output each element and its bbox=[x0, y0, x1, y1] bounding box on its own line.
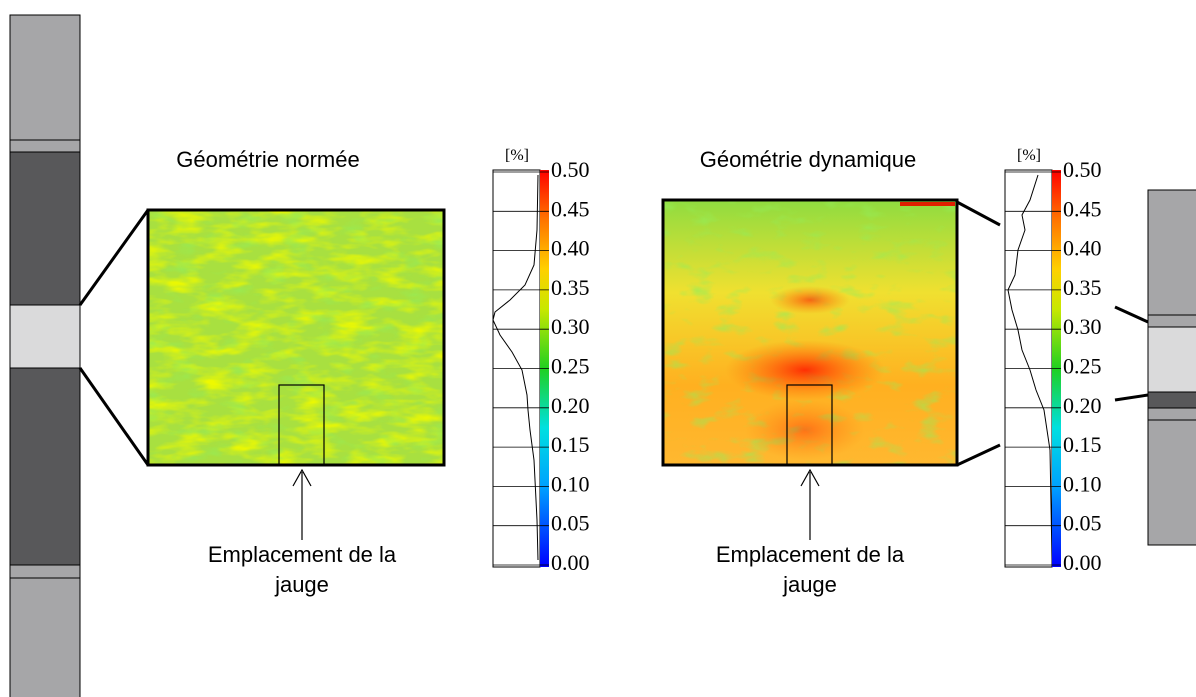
colorbar-tick-label: 0.05 bbox=[551, 511, 590, 536]
gauge-box bbox=[278, 384, 325, 466]
colorbar-tick-label: 0.40 bbox=[1063, 236, 1102, 261]
colorbar-tick-label: 0.00 bbox=[1063, 550, 1102, 575]
gauge-box bbox=[786, 384, 833, 466]
colorbar-tick-label: 0.05 bbox=[1063, 511, 1102, 536]
colorbar-tick-label: 0.40 bbox=[551, 236, 590, 261]
colorbar-tick-label: 0.15 bbox=[1063, 432, 1102, 457]
colorbar-tick-label: 0.10 bbox=[551, 471, 590, 496]
colorbar-tick-label: 0.30 bbox=[551, 314, 590, 339]
colorbar-tick-label: 0.00 bbox=[551, 550, 590, 575]
annotation: jauge bbox=[274, 572, 329, 597]
colorbar-tick-label: 0.10 bbox=[1063, 471, 1102, 496]
strain-map-1 bbox=[146, 208, 446, 467]
colorbar-tick-label: 0.45 bbox=[1063, 196, 1102, 221]
colorbar-tick-label: 0.50 bbox=[1063, 157, 1102, 182]
gauge-arrow-head bbox=[292, 468, 312, 487]
distribution-curve bbox=[492, 174, 539, 561]
colorbar-tick-label: 0.45 bbox=[551, 196, 590, 221]
colorbar-tick-label: 0.20 bbox=[1063, 393, 1102, 418]
colorbar-tick-label: 0.35 bbox=[551, 275, 590, 300]
annotation: Emplacement de la bbox=[208, 542, 397, 567]
annotation: jauge bbox=[782, 572, 837, 597]
annotation: Emplacement de la bbox=[716, 542, 905, 567]
panel-title: Géométrie dynamique bbox=[700, 147, 916, 172]
zoom-lines-right bbox=[956, 200, 1149, 467]
colorbar-unit: [%] bbox=[1017, 147, 1041, 164]
specimen-left bbox=[9, 14, 81, 697]
colorbar-tick-label: 0.50 bbox=[551, 157, 590, 182]
panel-title: Géométrie normée bbox=[176, 147, 359, 172]
colorbar-tick-label: 0.20 bbox=[551, 393, 590, 418]
specimen-right bbox=[1147, 189, 1196, 546]
gauge-arrow-head bbox=[800, 468, 820, 487]
colorbar-tick-label: 0.35 bbox=[1063, 275, 1102, 300]
colorbar-unit: [%] bbox=[505, 147, 529, 164]
colorbar-tick-label: 0.30 bbox=[1063, 314, 1102, 339]
zoom-lines-left bbox=[78, 209, 150, 466]
strain-map-2 bbox=[661, 198, 959, 467]
colorbar-tick-label: 0.15 bbox=[551, 432, 590, 457]
colorbar-tick-label: 0.25 bbox=[1063, 354, 1102, 379]
distribution-curve bbox=[1007, 174, 1053, 561]
colorbar-tick-label: 0.25 bbox=[551, 354, 590, 379]
